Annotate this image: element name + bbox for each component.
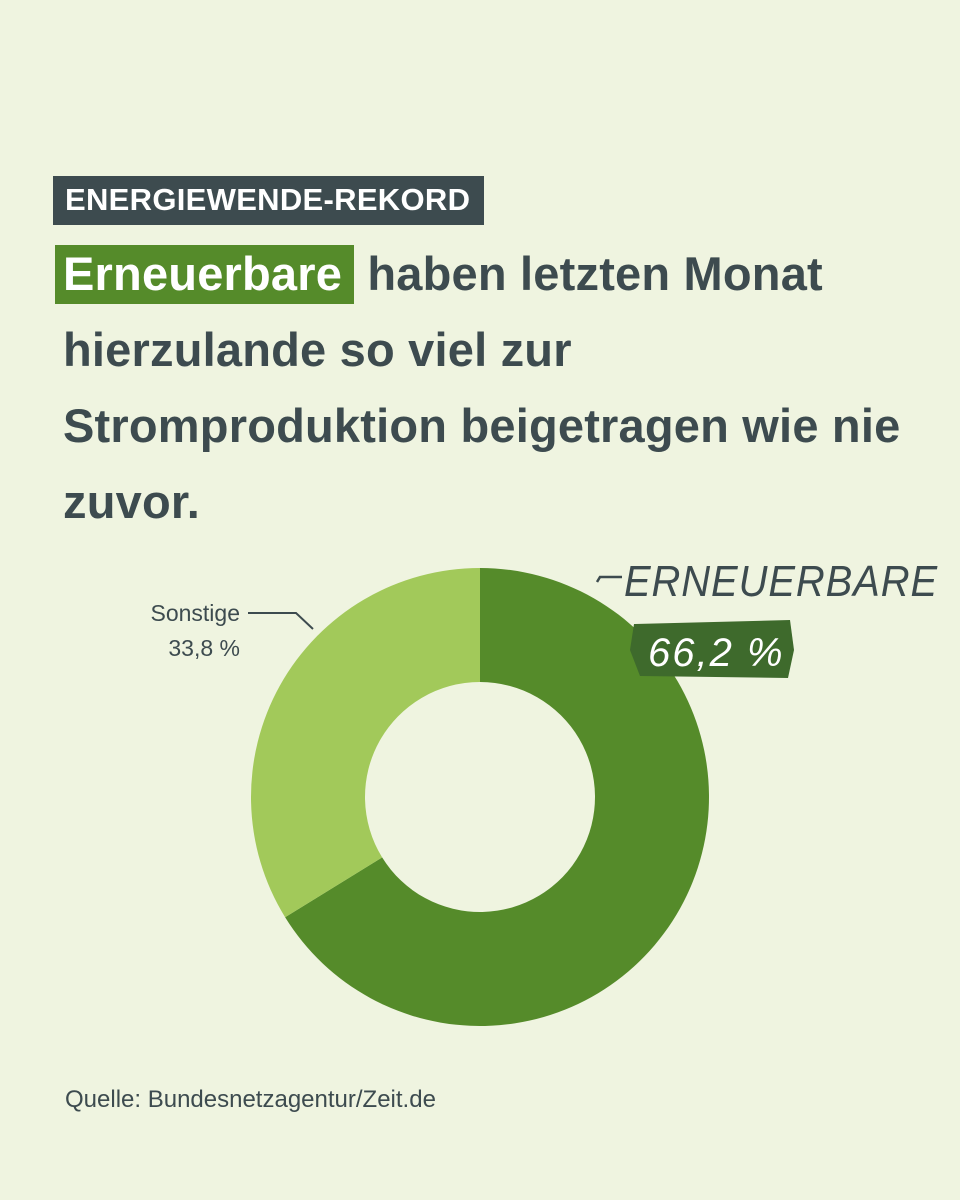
- label-leader: [248, 612, 314, 630]
- donut-slice: [285, 568, 709, 1026]
- category-label: Sonstige: [150, 600, 240, 626]
- value-label: 33,8 %: [168, 635, 240, 661]
- headline: Erneuerbare haben letzten Monat hierzula…: [55, 236, 913, 540]
- headline-text: haben letzten Monat hierzulande so viel …: [63, 247, 901, 528]
- source: Quelle: Bundesnetzagentur/Zeit.de: [65, 1086, 436, 1113]
- kicker: ENERGIEWENDE-REKORD: [53, 176, 485, 225]
- donut-slice: [250, 568, 480, 918]
- headline-highlight: Erneuerbare: [55, 245, 355, 304]
- category-label: ERNEUERBARE: [624, 557, 938, 606]
- value-label-bg: [630, 620, 794, 678]
- label-leader: [595, 575, 622, 583]
- value-label: 66,2 %: [648, 631, 785, 675]
